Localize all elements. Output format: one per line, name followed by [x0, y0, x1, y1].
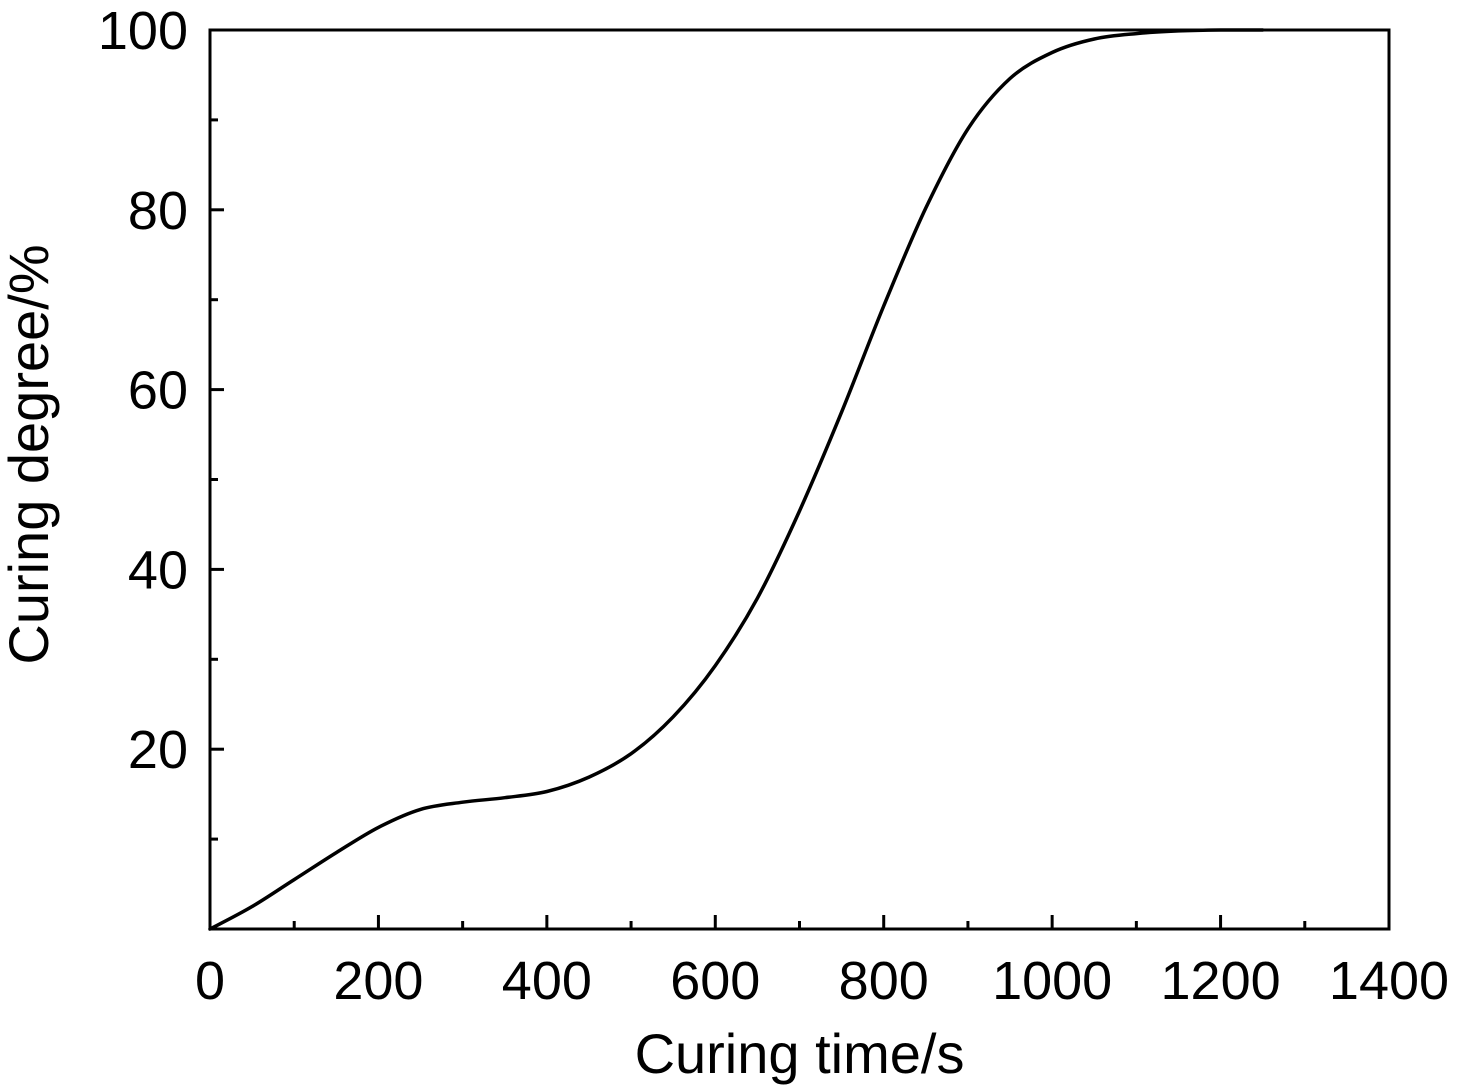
- x-tick-label: 1000: [992, 951, 1112, 1011]
- x-axis-ticks: [208, 915, 1391, 929]
- y-axis-tick-labels: 20 40 60 80 100: [98, 1, 188, 780]
- x-axis-label: Curing time/s: [635, 1022, 965, 1085]
- y-tick-label: 60: [128, 361, 188, 421]
- x-tick-label: 1400: [1329, 951, 1449, 1011]
- plot-frame: [208, 28, 1391, 931]
- series-line: [208, 28, 1265, 931]
- y-tick-label: 20: [128, 720, 188, 780]
- x-tick-label: 600: [670, 951, 760, 1011]
- x-tick-label: 400: [502, 951, 592, 1011]
- x-tick-label: 200: [333, 951, 423, 1011]
- x-tick-label: 0: [195, 951, 225, 1011]
- y-axis-label: Curing degree/%: [0, 244, 60, 664]
- y-tick-label: 80: [128, 181, 188, 241]
- y-axis-ticks: [210, 28, 224, 841]
- x-axis-tick-labels: 0 200 400 600 800 1000 1200 1400: [195, 951, 1449, 1011]
- y-tick-label: 40: [128, 540, 188, 600]
- x-tick-label: 800: [839, 951, 929, 1011]
- y-tick-label: 100: [98, 1, 188, 61]
- x-tick-label: 1200: [1161, 951, 1281, 1011]
